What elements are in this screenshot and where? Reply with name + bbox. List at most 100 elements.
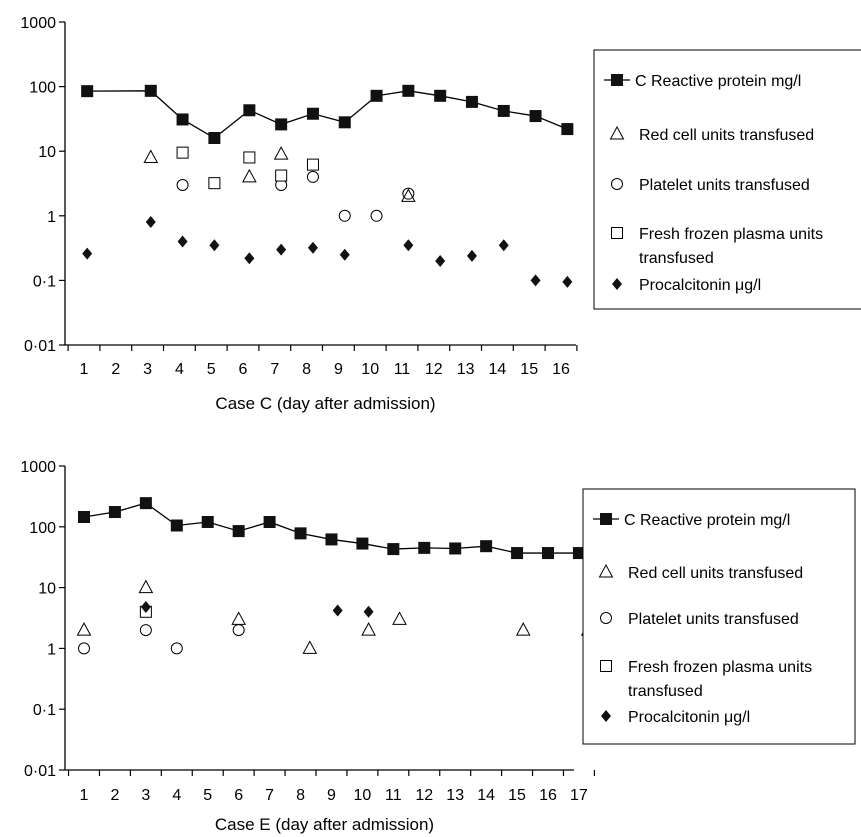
y-tick-label: 0·1 xyxy=(33,702,56,719)
legend-label: Red cell units transfused xyxy=(628,565,803,582)
y-tick-label: 0·01 xyxy=(24,338,56,355)
data-point xyxy=(497,104,510,117)
data-point xyxy=(325,533,338,546)
data-point xyxy=(232,525,245,538)
data-point xyxy=(170,519,183,532)
y-tick-label: 1000 xyxy=(20,15,56,32)
x-tick-label: 3 xyxy=(143,361,152,378)
data-point xyxy=(572,547,585,560)
legend-marker xyxy=(609,125,625,140)
x-tick-label: 1 xyxy=(80,361,89,378)
legend-box xyxy=(593,49,861,310)
data-point xyxy=(402,187,415,200)
legend-marker xyxy=(600,612,612,624)
x-tick-label: 6 xyxy=(234,787,243,804)
data-point xyxy=(208,132,221,145)
data-point xyxy=(370,89,383,102)
data-point xyxy=(370,209,383,222)
data-point xyxy=(338,116,351,129)
legend: C Reactive protein mg/l Red cell units tr… xyxy=(593,49,861,310)
data-point xyxy=(81,85,94,98)
data-point xyxy=(339,248,350,261)
data-point xyxy=(276,243,287,256)
data-point xyxy=(435,254,446,267)
legend-marker xyxy=(601,710,611,722)
data-point xyxy=(466,249,477,262)
data-point xyxy=(243,104,256,117)
data-point xyxy=(306,107,319,120)
data-point xyxy=(177,235,188,248)
y-tick-label: 100 xyxy=(29,80,56,97)
data-point xyxy=(275,118,288,131)
x-axis-label: Case E (day after admission) xyxy=(215,815,434,834)
data-point xyxy=(306,158,319,171)
legend-label: Procalcitonin μg/l xyxy=(639,277,761,294)
x-tick-label: 13 xyxy=(446,787,464,804)
x-tick-label: 3 xyxy=(141,787,150,804)
data-point xyxy=(78,642,90,655)
data-point xyxy=(418,541,431,554)
x-tick-label: 14 xyxy=(477,787,495,804)
x-tick-label: 12 xyxy=(425,361,443,378)
x-tick-label: 14 xyxy=(489,361,507,378)
series-open-circle xyxy=(78,624,245,655)
data-point xyxy=(144,84,157,97)
data-point xyxy=(392,611,407,625)
legend-label: Red cell units transfused xyxy=(639,127,814,144)
data-point xyxy=(332,604,343,617)
data-point xyxy=(361,622,376,636)
data-point xyxy=(275,169,288,182)
data-point xyxy=(140,600,151,613)
data-point xyxy=(231,611,247,625)
legend-label: Fresh frozen plasma units transfused xyxy=(628,659,812,700)
data-point xyxy=(209,239,220,252)
data-point xyxy=(401,188,416,202)
data-point xyxy=(82,247,93,260)
data-point xyxy=(402,84,415,97)
y-tick-label: 0·1 xyxy=(33,273,56,290)
x-tick-label: 4 xyxy=(172,787,181,804)
y-tick-label: 0·01 xyxy=(24,763,56,780)
data-point xyxy=(356,537,369,550)
series-line xyxy=(83,502,579,554)
data-point xyxy=(561,123,574,136)
x-tick-label: 9 xyxy=(327,787,336,804)
series-filled-diamond xyxy=(140,600,374,618)
legend-marker xyxy=(611,74,623,86)
x-tick-label: 12 xyxy=(415,787,433,804)
legend-marker xyxy=(600,660,612,672)
data-point xyxy=(498,239,509,252)
y-tick-label: 1 xyxy=(47,641,56,658)
series-filled-square xyxy=(81,84,574,145)
legend-marker xyxy=(600,513,612,525)
data-point xyxy=(201,515,214,528)
y-tick-label: 1 xyxy=(47,209,56,226)
data-point xyxy=(143,149,159,163)
data-point xyxy=(242,168,257,183)
data-point xyxy=(529,110,542,123)
data-point xyxy=(307,241,318,254)
legend-marker xyxy=(611,178,623,190)
legend-label: Platelet units transfused xyxy=(639,177,810,194)
x-tick-label: 7 xyxy=(265,787,274,804)
data-point xyxy=(208,177,221,190)
data-point xyxy=(232,624,245,637)
series-line xyxy=(87,90,568,139)
data-point xyxy=(511,547,524,560)
legend-box xyxy=(582,488,856,745)
x-tick-label: 1 xyxy=(80,787,89,804)
y-tick-label: 10 xyxy=(38,144,56,161)
series-open-square xyxy=(176,146,319,190)
y-tick-label: 100 xyxy=(29,520,56,537)
x-tick-label: 9 xyxy=(334,361,343,378)
series-open-circle xyxy=(176,170,415,222)
x-tick-label: 10 xyxy=(354,787,372,804)
legend-label: Fresh frozen plasma units transfused xyxy=(639,226,823,267)
legend: C Reactive protein mg/l Red cell units tr… xyxy=(582,488,856,745)
legend-label: C Reactive protein mg/l xyxy=(624,512,790,529)
y-tick-label: 10 xyxy=(38,581,56,598)
legend-label: C Reactive protein mg/l xyxy=(635,73,801,90)
